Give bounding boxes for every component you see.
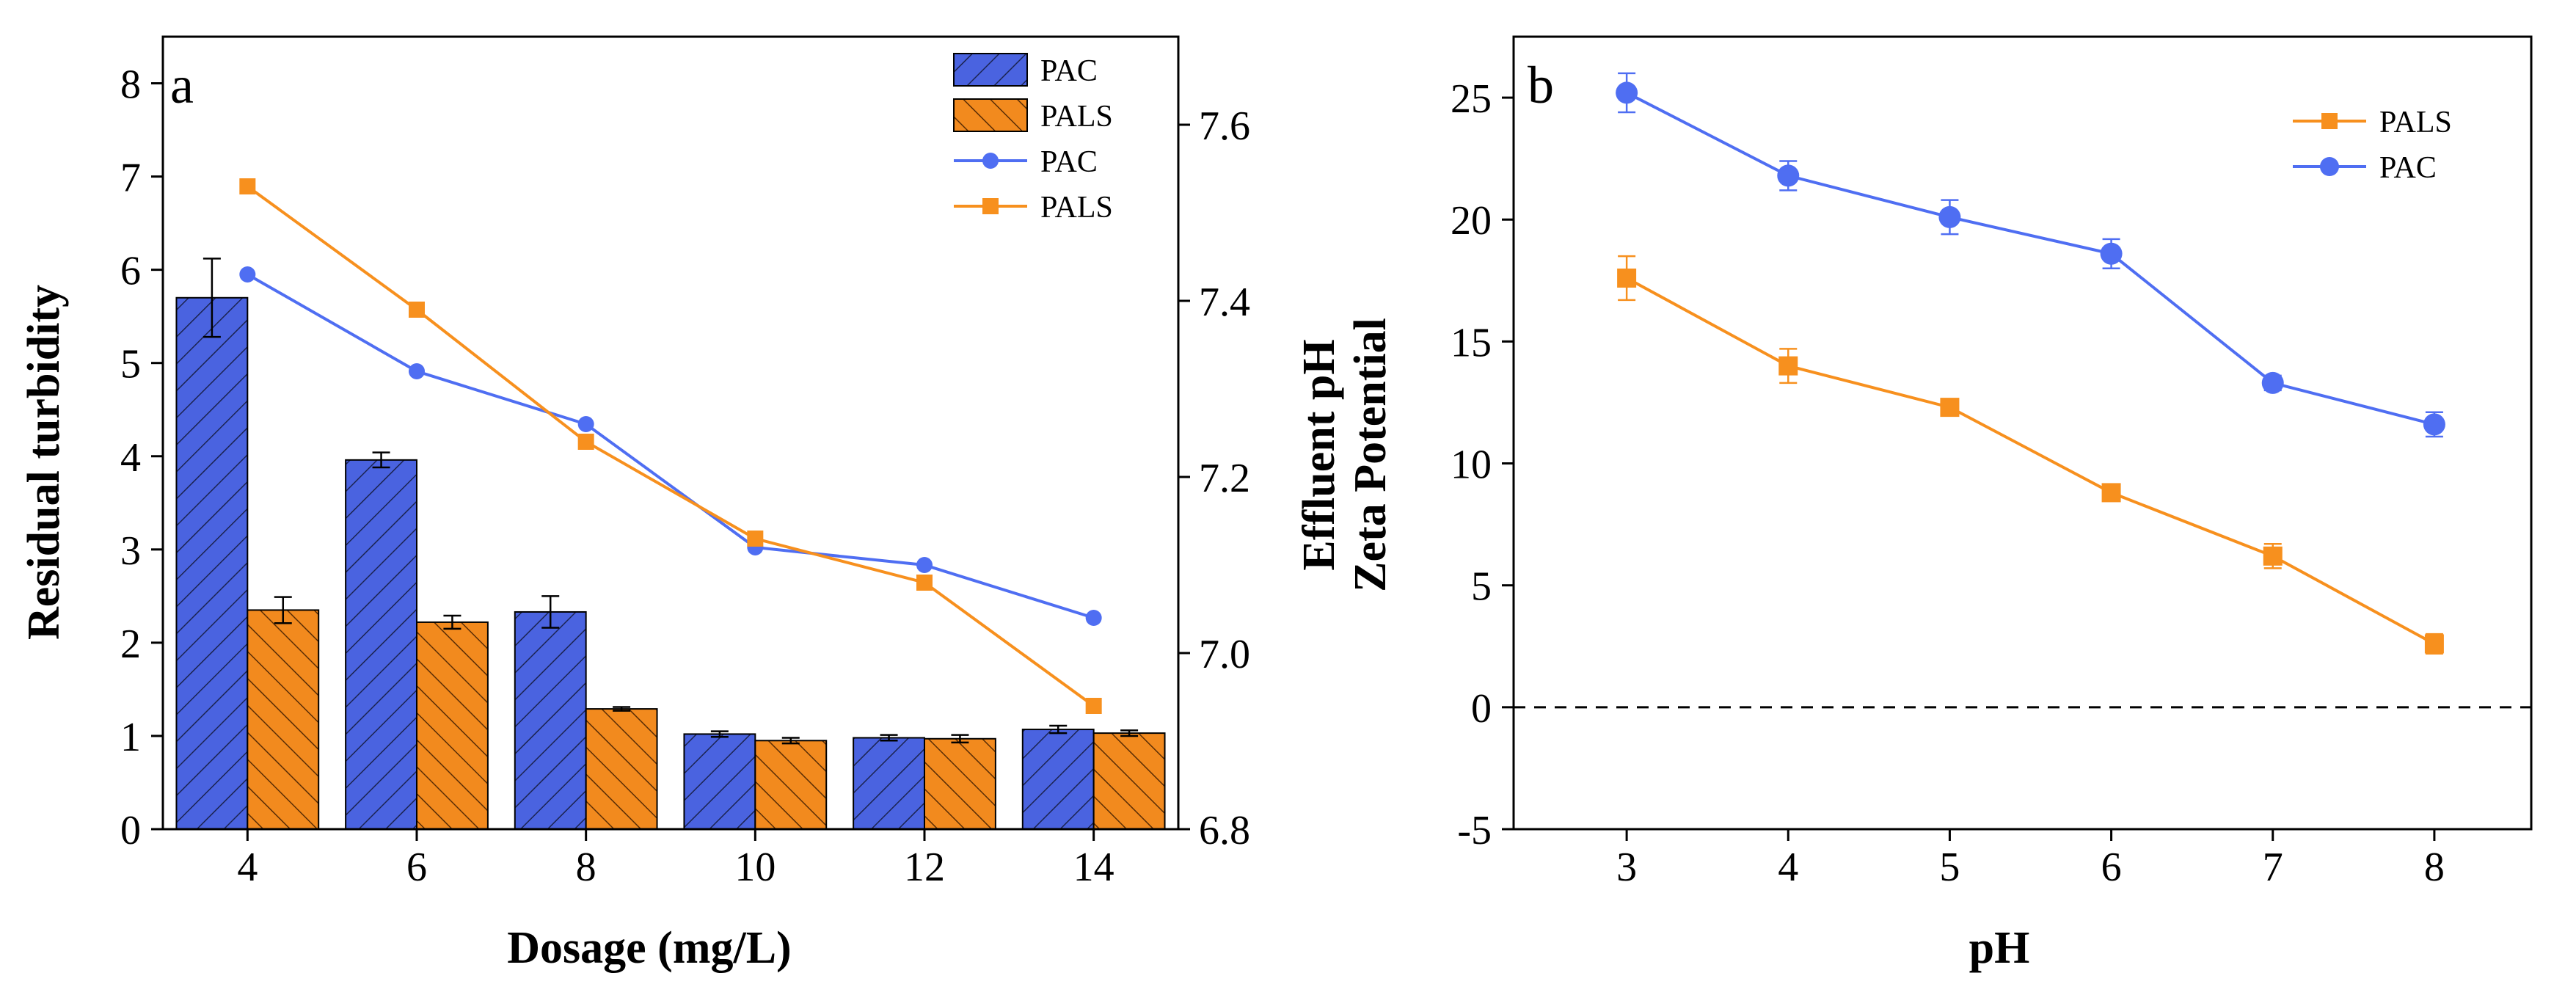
y2tick-label: 6.8 [1199,808,1250,853]
y2tick-label: 7.2 [1199,456,1250,501]
point-pals-8 [2424,634,2444,654]
legend-label-pac: PAC [1040,54,1098,88]
panel-a-xlabel: Dosage (mg/L) [507,923,791,973]
ytick-label: 0 [1471,686,1492,732]
line-pac [1626,91,2435,426]
point-pac-5 [1938,205,1961,228]
point-pals-4 [1778,356,1798,376]
point-pac-6 [2100,242,2123,265]
xtick-label: 14 [1073,845,1114,890]
legend-label-pac: PAC [2379,151,2437,185]
point-pac-8 [2423,413,2445,436]
legend-marker [982,153,999,169]
panel-b-xlabel: pH [1969,923,2030,973]
xtick-label: 8 [2424,845,2445,890]
bar-pals-14 [1092,732,1166,830]
ytick-label: 6 [120,249,141,294]
ytick-label: 10 [1451,442,1492,488]
point-pals-14 [1085,698,1102,714]
point-pals-7 [2263,546,2283,566]
line-pals [1626,277,2435,646]
legend-marker [2321,113,2338,129]
point-pac-4 [239,266,256,283]
point-pals-5 [1940,398,1960,418]
ytick-label: 5 [1471,564,1492,610]
bar-pals-6 [416,621,489,830]
ytick-label: 15 [1451,320,1492,365]
xtick-label: 3 [1616,845,1637,890]
legend-marker [982,198,999,214]
point-pac-12 [916,557,933,573]
ytick-label: 8 [120,62,141,108]
legend-label-pals: PALS [1040,100,1113,134]
xtick-label: 4 [237,845,258,890]
point-pals-3 [1617,268,1637,288]
bar-pals-8 [585,708,658,830]
point-pals-8 [577,434,594,450]
xtick-label: 6 [2101,845,2122,890]
point-pals-10 [747,531,764,547]
xtick-label: 6 [406,845,427,890]
legend-label-pac: PAC [1040,145,1098,179]
point-pac-14 [1085,610,1102,626]
panel-a-label: a [170,56,194,114]
y2tick-label: 7.0 [1199,632,1250,677]
point-pac-6 [409,363,425,379]
ytick-label: 5 [120,342,141,387]
ytick-label: 0 [120,808,141,853]
legend-label-pals: PALS [1040,191,1113,225]
panel-b-label: b [1528,56,1554,114]
ytick-label: 20 [1451,198,1492,244]
bar-pals-4 [247,609,320,830]
bar-pac-10 [683,733,756,831]
point-pals-6 [409,302,425,318]
ytick-label: 7 [120,156,141,201]
point-pals-12 [916,575,933,591]
line-pac [247,273,1095,619]
bar-pals-12 [924,737,996,830]
y2tick-label: 7.6 [1199,103,1250,149]
bar-pac-6 [345,459,417,830]
point-pac-7 [2261,371,2284,394]
xtick-label: 7 [2263,845,2283,890]
xtick-label: 8 [576,845,596,890]
bar-pals-10 [754,740,828,831]
ytick-label: 3 [120,528,141,574]
ytick-label: 1 [120,715,141,760]
legend-swatch-bar-pals [953,98,1028,132]
panel-a-ylabel: Residual turbidity [19,285,69,640]
xtick-label: 12 [904,845,945,890]
legend-label-pals: PALS [2379,106,2452,139]
point-pac-8 [577,416,594,432]
bar-pac-8 [514,611,587,830]
legend-swatch-bar-pac [953,53,1028,87]
ytick-label: 4 [120,435,141,481]
xtick-label: 10 [734,845,776,890]
bar-pac-4 [175,296,249,830]
point-pals-4 [239,178,256,194]
ytick-label: -5 [1457,808,1492,853]
panel-b-frame [1512,35,2533,831]
xtick-label: 5 [1939,845,1960,890]
point-pac-3 [1616,81,1638,104]
bar-pac-12 [853,737,925,831]
legend-marker [2320,157,2339,176]
point-pac-4 [1777,164,1800,187]
panel-a-y2label-2: Zeta Potential [1346,318,1395,592]
line-pals [247,185,1095,707]
ytick-label: 25 [1451,76,1492,122]
xtick-label: 4 [1778,845,1798,890]
panel-a-frame [161,35,1180,831]
y2tick-label: 7.4 [1199,280,1250,325]
ytick-label: 2 [120,622,141,667]
bar-pac-14 [1021,729,1095,830]
point-pals-6 [2101,483,2121,503]
panel-a-y2label-1: Effluent pH [1294,339,1344,570]
